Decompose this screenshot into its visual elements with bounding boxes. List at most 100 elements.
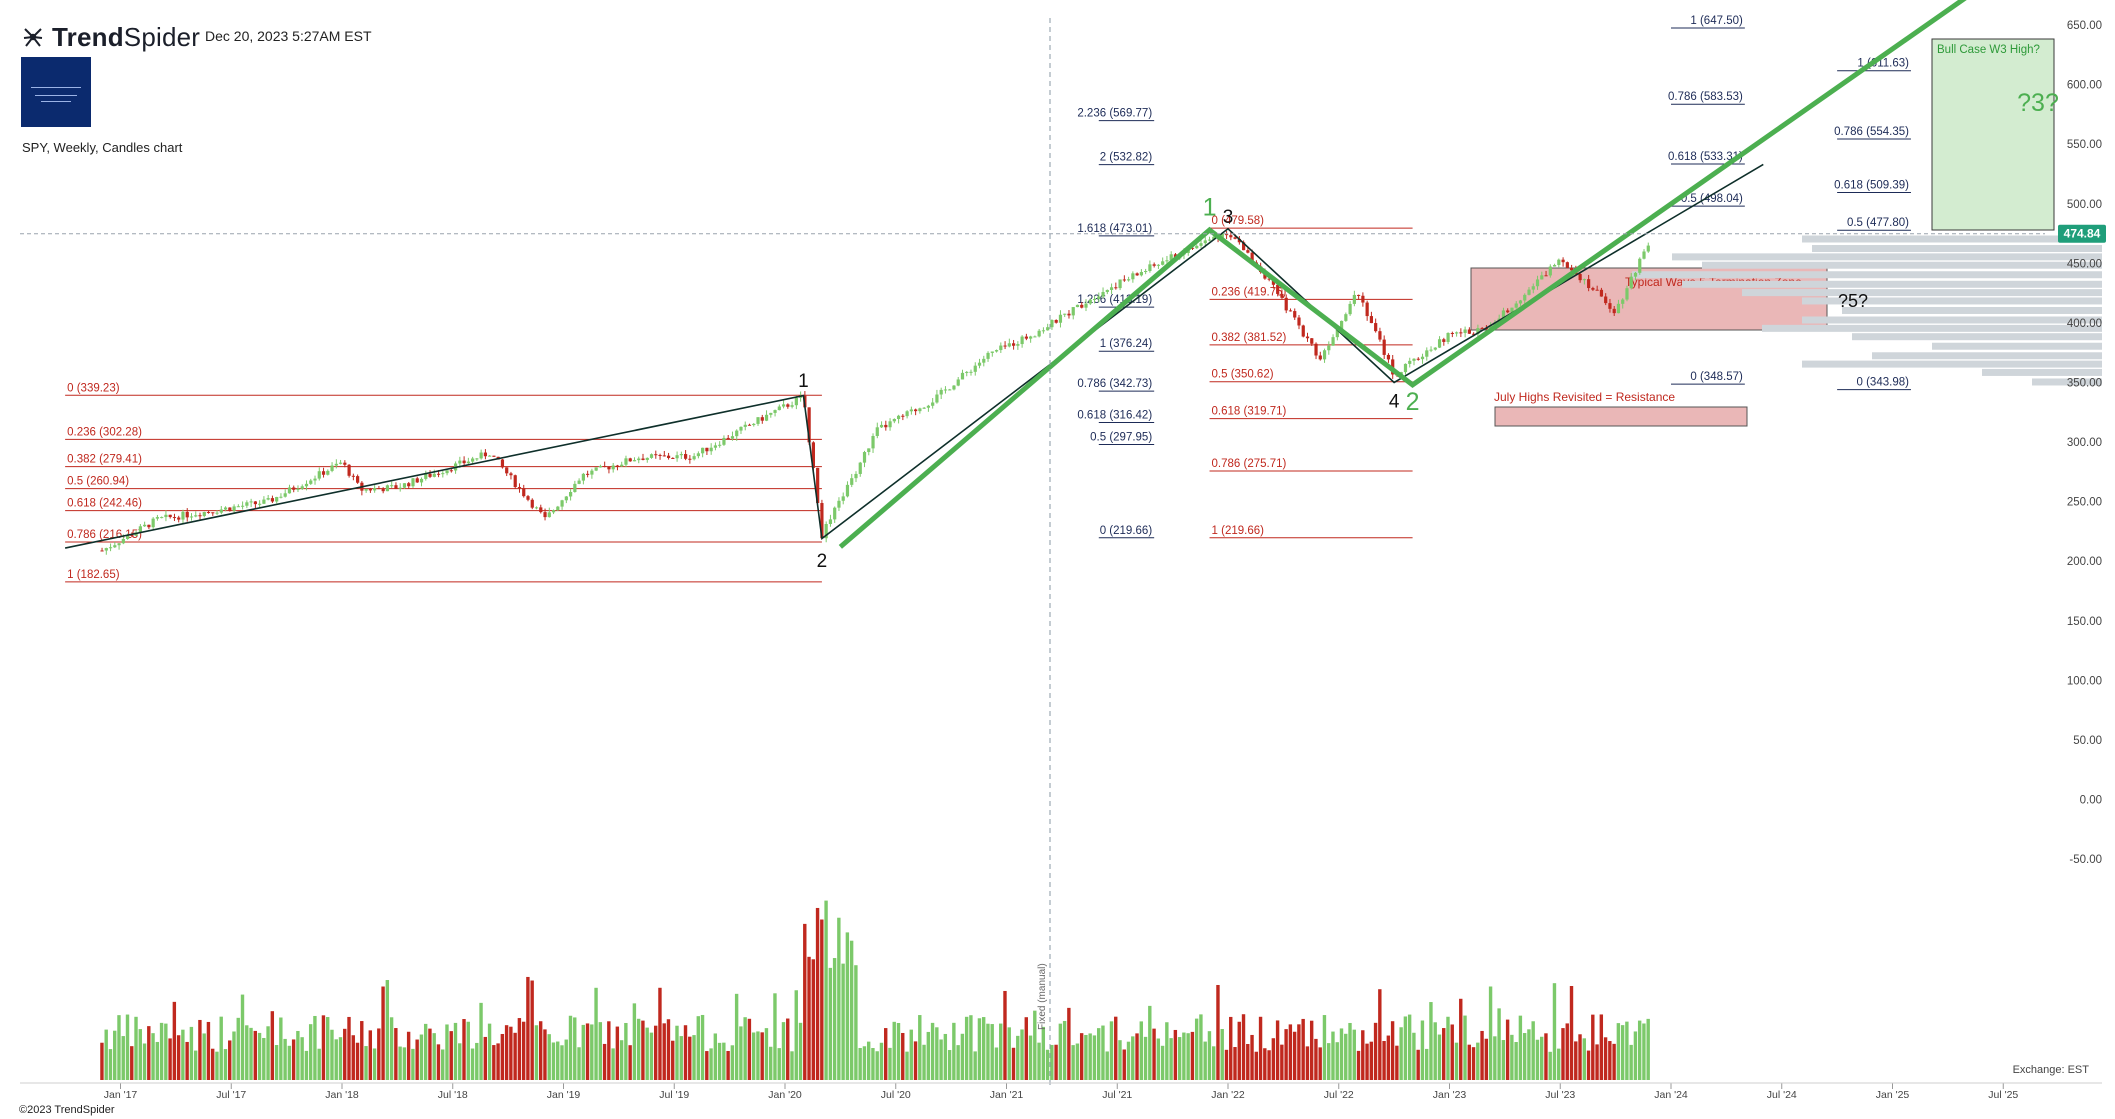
volume-bar	[798, 1022, 803, 1080]
candle-body	[786, 404, 790, 407]
volume-bar	[679, 1036, 683, 1080]
candle-body	[488, 455, 492, 457]
volume-bar	[1126, 1041, 1131, 1080]
candle-body	[534, 507, 539, 509]
volume-bar	[509, 1026, 513, 1080]
volume-profile-layer	[1632, 235, 2102, 386]
candle-body	[735, 430, 739, 437]
trendspider-logo: TrendSpider	[22, 20, 200, 54]
axes-layer: Fixed (manual)700.00650.00600.00550.0050…	[20, 18, 2106, 1101]
volume-bar	[990, 1024, 994, 1080]
volume-bar	[534, 1025, 539, 1080]
volume-bar	[155, 1041, 160, 1080]
wave-label-dark: 4	[1389, 391, 1400, 412]
candle-body	[249, 501, 253, 503]
candle-body	[884, 424, 888, 428]
candle-body	[901, 415, 905, 417]
y-tick-label: 600.00	[2067, 80, 2102, 92]
volume-bar	[458, 1043, 462, 1080]
volume-bar	[1501, 1040, 1506, 1080]
volume-bar	[513, 1032, 517, 1080]
candle-body	[1156, 264, 1161, 266]
volume-bar	[1633, 1031, 1638, 1080]
volume-bar	[1250, 1034, 1254, 1080]
candle-body	[1080, 304, 1084, 308]
volume-bar	[918, 1015, 922, 1080]
volume-bar	[1595, 1044, 1599, 1080]
candle-body	[385, 485, 390, 492]
wave-count-dark	[64, 163, 1764, 549]
volume-bar	[1403, 1016, 1408, 1080]
volume-bar	[1182, 1032, 1186, 1080]
volume-bar	[1331, 1031, 1335, 1080]
volume-bar	[1054, 1044, 1058, 1080]
candle-body	[662, 455, 666, 457]
candle-body	[258, 503, 262, 505]
volume-bar	[1488, 986, 1493, 1080]
candle-body	[483, 452, 488, 457]
candle-body	[960, 372, 965, 380]
candle-body	[517, 487, 522, 489]
candle-body	[338, 462, 343, 464]
candle-body	[564, 496, 568, 501]
y-tick-label: 150.00	[2067, 616, 2102, 628]
volume-bar	[568, 1015, 573, 1080]
volume-bar	[1190, 1031, 1195, 1080]
candle-body	[590, 470, 594, 475]
volume-bar	[1224, 1049, 1229, 1080]
candle-body	[1335, 329, 1339, 338]
candle-body	[428, 473, 432, 477]
volume-bar	[760, 1032, 764, 1080]
volume-bar	[815, 907, 820, 1080]
candle-body	[262, 499, 266, 504]
candle-body	[108, 547, 113, 549]
candle-body	[560, 500, 564, 507]
candle-body	[1118, 279, 1122, 289]
volume-bar	[1207, 1031, 1212, 1080]
fib-label: 1 (647.50)	[1690, 15, 1743, 27]
volume-bar	[1390, 1021, 1395, 1080]
candle-body	[364, 489, 368, 491]
candle-body	[104, 548, 108, 551]
chart-datetime: Dec 20, 2023 5:27AM EST	[205, 28, 372, 44]
volume-bar	[113, 1030, 117, 1080]
volume-bar	[734, 993, 739, 1080]
candle-body	[556, 506, 560, 511]
volume-bar	[1062, 1020, 1067, 1080]
volume-bar	[487, 1023, 492, 1080]
candle-body	[1604, 296, 1608, 304]
fib-label: 0 (343.98)	[1857, 377, 1910, 389]
candle-body	[743, 424, 747, 427]
volume-bar	[1258, 1016, 1263, 1080]
candle-body	[292, 487, 296, 490]
candle-body	[475, 458, 479, 460]
volume-bar	[334, 1039, 338, 1080]
volume-bar	[1109, 1021, 1114, 1080]
volume-bar	[1122, 1049, 1126, 1080]
candle-body	[164, 514, 168, 518]
candle-body	[705, 447, 709, 452]
candle-body	[811, 442, 815, 468]
candle-body	[931, 402, 935, 406]
volume-bar	[551, 1042, 556, 1080]
candle-body	[300, 486, 304, 489]
volume-bar	[573, 1017, 577, 1080]
volume-bar	[726, 1050, 730, 1080]
volume-bar	[1629, 1044, 1633, 1080]
volume-bar	[1424, 1048, 1429, 1080]
candle-body	[1242, 242, 1246, 251]
x-tick-label: Jul '25	[1988, 1089, 2018, 1101]
volume-bar	[266, 1026, 270, 1080]
fib-label: 0 (339.23)	[67, 382, 120, 394]
y-tick-label: 500.00	[2067, 199, 2102, 211]
candle-body	[1595, 289, 1599, 291]
volume-bar	[671, 1040, 675, 1080]
volume-bar	[1348, 1022, 1352, 1080]
y-tick-label: 50.00	[2073, 735, 2102, 747]
fib-label: 0 (219.66)	[1100, 525, 1153, 537]
volume-bar	[1292, 1031, 1297, 1080]
candle-body	[1284, 297, 1288, 311]
volume-bar	[1480, 1030, 1484, 1080]
volume-bar	[952, 1022, 956, 1080]
